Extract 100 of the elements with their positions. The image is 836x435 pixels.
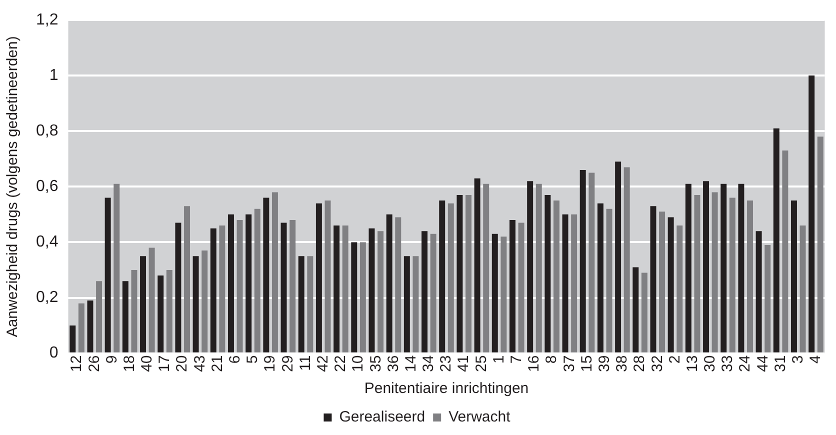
bar [624,167,630,352]
bar [466,194,472,352]
bar [430,234,436,352]
bar [104,198,111,352]
bar [342,226,348,352]
bar [290,220,296,352]
bar [448,203,454,352]
x-tick-label: 30 [702,355,719,372]
bar [597,203,604,352]
x-tick-label: 20 [174,355,191,372]
bar [87,300,94,352]
legend-label: Gerealiseerd [339,408,426,426]
x-tick-label: 44 [754,355,772,372]
bar [184,206,190,352]
bar [800,226,806,352]
bar [96,281,102,352]
bar [588,172,595,352]
bar [500,236,507,352]
bar [412,256,419,352]
x-tick-label: 6 [226,355,244,364]
bar [474,178,480,352]
x-tick-label: 4 [807,355,824,364]
bar [676,226,683,352]
bar [404,256,410,352]
bar [544,194,551,352]
bar [518,222,524,352]
bar [782,150,788,352]
bar [668,217,674,352]
bar [254,208,260,352]
x-tick-label: 38 [614,355,631,372]
x-tick-label: 32 [648,355,666,372]
x-tick-label: 24 [736,355,754,372]
bar [360,242,366,352]
bar [298,256,304,352]
bar [280,222,287,352]
bar [790,200,797,352]
x-tick-label: 28 [631,355,648,372]
bar [808,76,815,352]
y-tick-label: 0,6 [36,178,58,196]
x-tick-label: 10 [350,355,367,372]
bar [351,242,358,352]
bar [140,256,146,352]
bar [246,214,252,352]
x-tick-label: 39 [596,355,613,372]
bar [316,203,322,352]
bar [817,136,824,352]
x-tick-label: 35 [367,355,384,372]
bar [386,214,392,352]
bar [272,192,278,352]
bar [606,208,612,352]
x-tick-label: 41 [455,355,472,372]
y-axis-title: Aanwezigheid drugs (volgens gedetineerden) [4,36,22,338]
bar [527,181,534,352]
x-tick-label: 19 [262,355,279,372]
bar [439,200,446,352]
x-tick-label: 9 [103,355,120,364]
x-tick-label: 21 [208,355,226,372]
bar [324,200,331,352]
bar [536,184,542,352]
bar [114,184,120,352]
bar [192,256,199,352]
bar [236,220,243,352]
bar [703,181,710,352]
bar [571,214,578,352]
y-tick-label: 1,2 [36,11,58,28]
x-tick-label: 5 [244,355,262,364]
bar [641,272,648,352]
legend-label: Verwacht [448,408,512,426]
bar [580,170,586,352]
bar [720,184,727,352]
bar [70,326,76,352]
x-tick-label: 16 [526,355,543,372]
bar [562,214,568,352]
y-tick-label: 1 [49,66,58,84]
x-tick-label: 36 [384,355,402,372]
bar [685,184,692,352]
x-tick-label: 2 [666,355,684,364]
bar [694,194,700,352]
x-tick-label: 43 [191,355,208,372]
bar [747,200,753,352]
bar [78,303,84,352]
x-tick-label: 1 [490,355,508,364]
bar [773,128,780,352]
x-tick-label: 33 [719,355,736,372]
bar [219,226,226,352]
bar [202,250,208,352]
bar [131,270,138,352]
bar [729,198,736,352]
bar [712,192,718,352]
x-tick-label: 26 [86,355,103,372]
bar [210,228,216,352]
x-tick-label: 29 [279,355,296,372]
x-tick-label: 37 [560,355,578,372]
bar [122,281,128,352]
bar [166,270,172,352]
bar [764,244,771,352]
bar [483,184,490,352]
bar [632,267,639,352]
bar [307,256,314,352]
bar [334,226,340,352]
